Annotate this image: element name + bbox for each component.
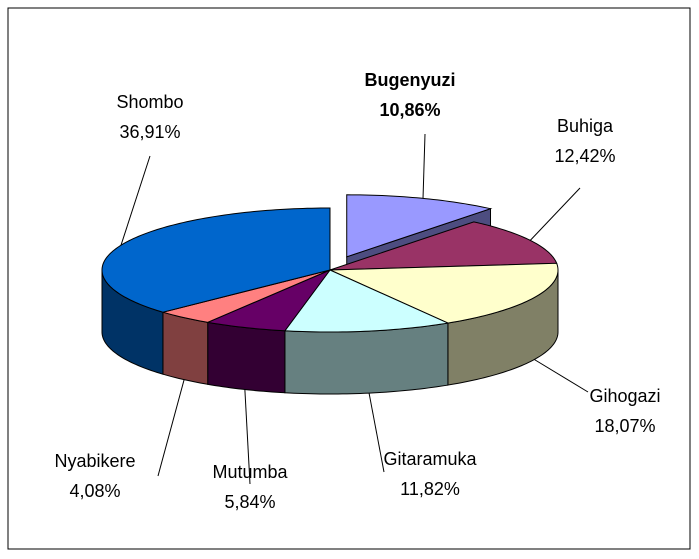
slice-side — [162, 311, 209, 385]
slice-label: Shombo — [116, 92, 183, 112]
slice — [205, 268, 332, 332]
slice-label: Buhiga — [557, 116, 614, 136]
leader-line — [368, 392, 385, 473]
slice — [160, 269, 331, 323]
slice-value-label: 10,86% — [379, 100, 440, 120]
slice-side — [207, 321, 286, 394]
slice — [346, 194, 493, 258]
leader-line — [120, 155, 151, 246]
slice — [329, 262, 559, 324]
slice-label: Mutumba — [212, 462, 288, 482]
leader-line — [244, 389, 251, 485]
slice-value-label: 18,07% — [594, 416, 655, 436]
leader-line — [534, 359, 589, 393]
slice — [283, 269, 450, 333]
slice-label: Nyabikere — [54, 451, 135, 471]
slice-side — [284, 322, 449, 395]
slice — [329, 221, 558, 271]
slice-value-label: 12,42% — [554, 146, 615, 166]
slice-label: Gitaramuka — [383, 449, 477, 469]
slice-value-label: 5,84% — [224, 492, 275, 512]
leader-line — [529, 187, 581, 241]
leader-line — [422, 133, 426, 199]
slice-label: Bugenyuzi — [364, 70, 455, 90]
slice-label: Gihogazi — [589, 386, 660, 406]
leader-line — [157, 379, 185, 477]
slice-value-label: 11,82% — [400, 479, 460, 499]
slice-value-label: 36,91% — [119, 122, 180, 142]
slice-value-label: 4,08% — [69, 481, 120, 501]
